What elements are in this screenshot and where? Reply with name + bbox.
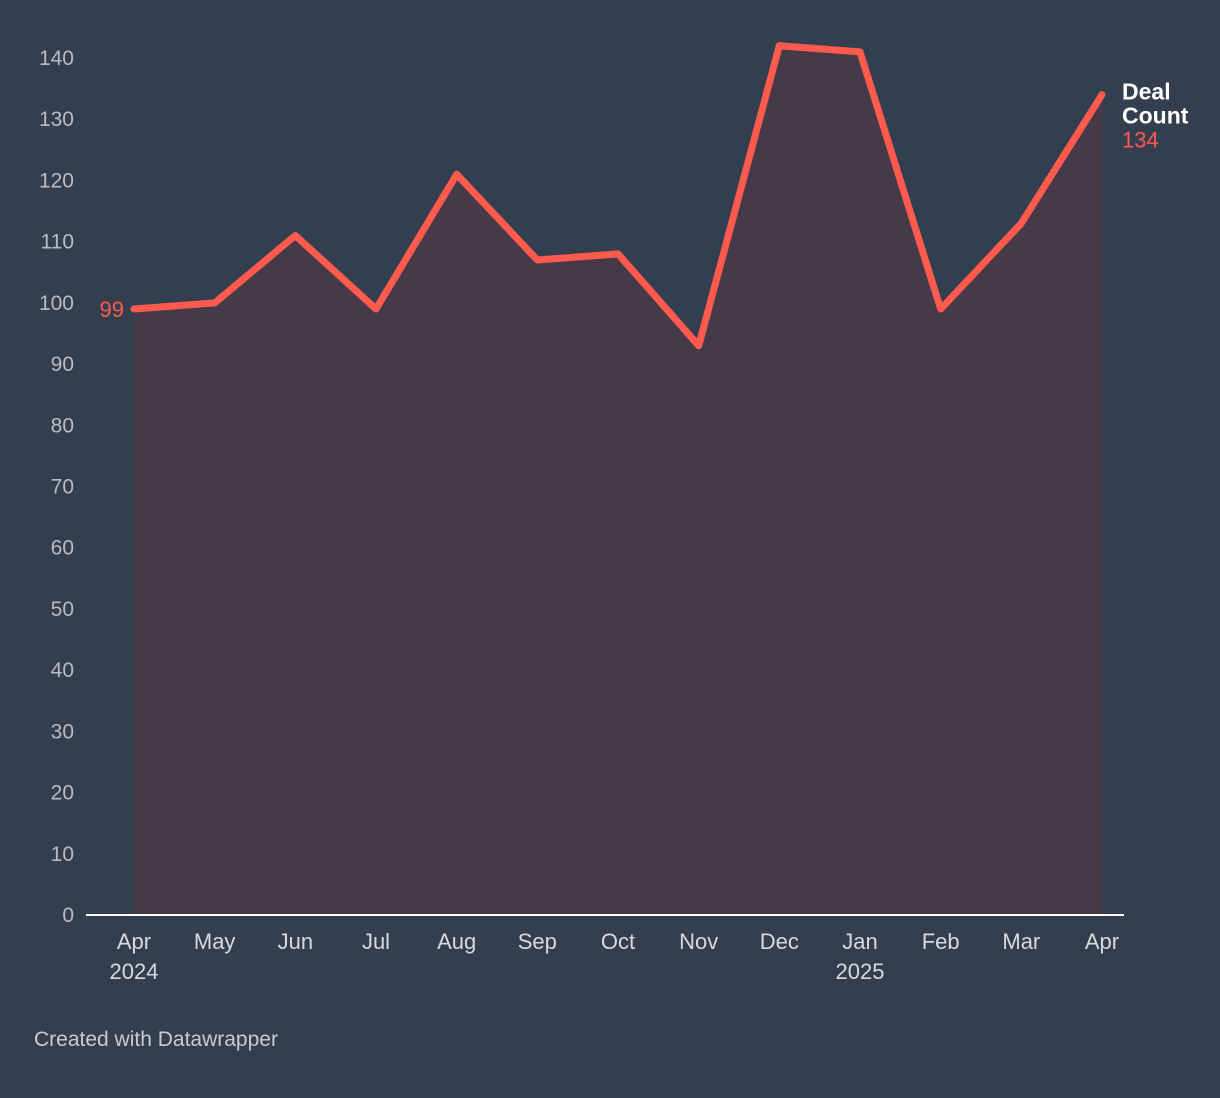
series-name-label-line-1: Deal bbox=[1122, 79, 1171, 105]
y-tick-label: 10 bbox=[51, 843, 74, 866]
end-value-label: 134 bbox=[1122, 128, 1159, 153]
point-labels: 99 Deal Count 134 bbox=[100, 79, 1189, 322]
y-tick-label: 20 bbox=[51, 782, 74, 805]
x-axis-ticks: Apr 2024 May Jun Jul Aug Sep Oct Nov Dec Jan 2025 Fe… bbox=[110, 929, 1120, 984]
x-tick-label: Jul bbox=[362, 929, 390, 954]
y-tick-label: 110 bbox=[41, 231, 74, 254]
x-tick-label: Sep bbox=[518, 929, 557, 954]
datawrapper-credit: Created with Datawrapper bbox=[34, 1028, 278, 1051]
x-year-label: 2024 bbox=[110, 959, 159, 984]
y-tick-label: 70 bbox=[51, 476, 74, 499]
y-tick-label: 90 bbox=[51, 353, 74, 376]
x-tick-label: Apr bbox=[117, 929, 151, 954]
deal-count-line bbox=[130, 42, 1106, 350]
y-tick-label: 60 bbox=[51, 537, 74, 560]
y-tick-label: 30 bbox=[51, 720, 74, 743]
y-tick-label: 130 bbox=[39, 108, 74, 131]
x-tick-label: May bbox=[194, 929, 236, 954]
x-tick-label: Jan bbox=[842, 929, 877, 954]
x-tick-label: Nov bbox=[679, 929, 718, 954]
y-tick-label: 120 bbox=[39, 169, 74, 192]
x-tick-label: Apr bbox=[1085, 929, 1119, 954]
y-tick-label: 0 bbox=[62, 904, 74, 927]
y-tick-label: 40 bbox=[51, 659, 74, 682]
start-value-label: 99 bbox=[100, 297, 124, 322]
x-tick-label: Feb bbox=[922, 929, 960, 954]
x-tick-label: Aug bbox=[437, 929, 476, 954]
chart: 0 10 20 30 40 50 60 70 80 90 100 110 120 130 140 Apr 20… bbox=[39, 42, 1189, 984]
x-tick-label: Oct bbox=[601, 929, 635, 954]
x-year-label: 2025 bbox=[836, 959, 885, 984]
series-name-label-line-2: Count bbox=[1122, 103, 1189, 129]
x-tick-label: Dec bbox=[760, 929, 799, 954]
y-tick-label: 50 bbox=[51, 598, 74, 621]
deal-count-area bbox=[134, 45, 1102, 916]
y-axis-ticks: 0 10 20 30 40 50 60 70 80 90 100 110 120 130 140 bbox=[39, 47, 74, 927]
x-tick-label: Jun bbox=[278, 929, 313, 954]
y-tick-label: 80 bbox=[51, 414, 74, 437]
y-tick-label: 100 bbox=[39, 292, 74, 315]
y-tick-label: 140 bbox=[39, 47, 74, 70]
x-tick-label: Mar bbox=[1002, 929, 1040, 954]
